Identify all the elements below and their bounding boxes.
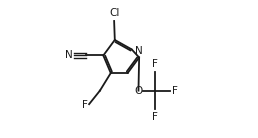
Text: N: N <box>65 51 73 60</box>
Text: N: N <box>135 46 143 56</box>
Text: F: F <box>152 112 158 122</box>
Text: F: F <box>152 59 158 69</box>
Text: Cl: Cl <box>109 8 119 18</box>
Text: O: O <box>134 86 143 96</box>
Text: F: F <box>172 86 178 96</box>
Text: F: F <box>82 100 88 110</box>
